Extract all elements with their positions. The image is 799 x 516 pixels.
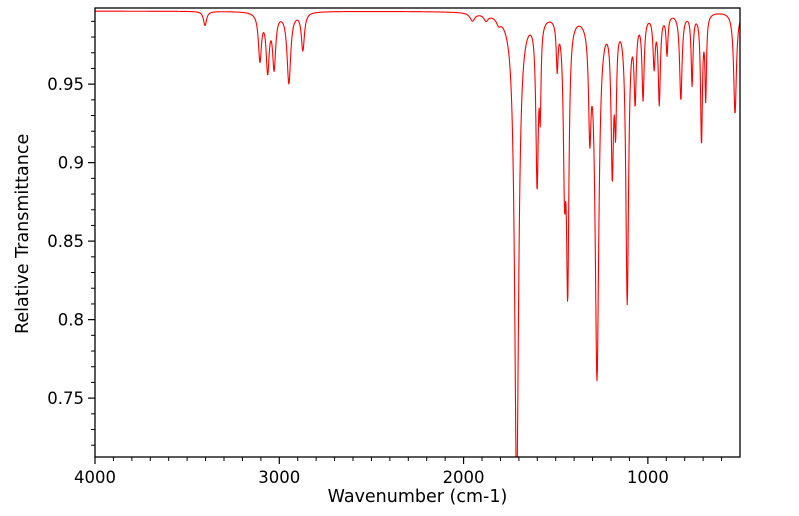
y-tick-label: 0.9 [58, 154, 84, 173]
y-tick-label: 0.95 [47, 75, 84, 94]
x-tick-label: 3000 [258, 468, 300, 487]
x-axis-title: Wavenumber (cm-1) [327, 487, 508, 507]
plot-frame [94, 7, 741, 458]
y-axis-title: Relative Transmittance [13, 133, 33, 334]
y-tick-label: 0.8 [58, 311, 84, 330]
y-axis: 0.75 0.8 0.85 0.9 0.95 [47, 20, 95, 446]
y-tick-label: 0.75 [47, 389, 84, 408]
x-tick-label: 4000 [74, 468, 116, 487]
y-tick-label: 0.85 [47, 232, 84, 251]
x-axis: 4000 3000 2000 1000 [74, 457, 723, 487]
spectrum-line [95, 10, 740, 457]
x-tick-label: 1000 [627, 468, 669, 487]
x-tick-label: 2000 [443, 468, 485, 487]
